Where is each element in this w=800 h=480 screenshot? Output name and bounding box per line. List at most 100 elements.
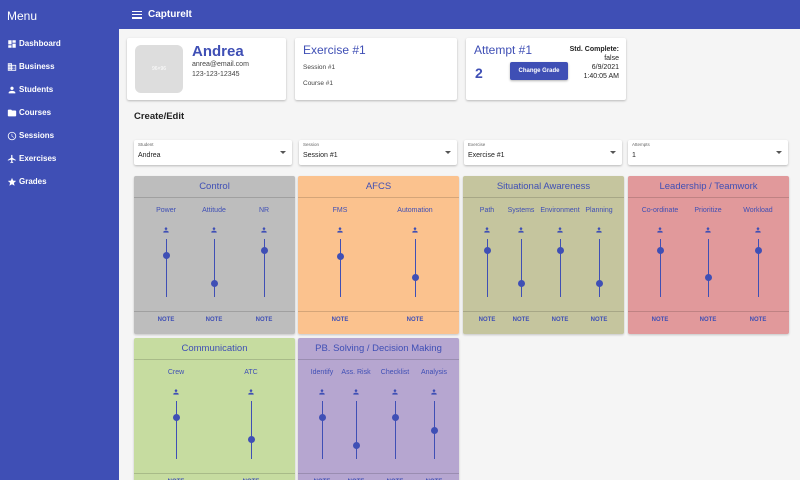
slider-track[interactable] — [250, 401, 252, 459]
select-label: Attempts — [632, 142, 650, 147]
section-title: Create/Edit — [134, 111, 185, 122]
person-icon — [656, 226, 664, 234]
attempts-select[interactable]: Attempts 1 — [628, 140, 788, 165]
note-button[interactable]: NOTE — [512, 317, 530, 323]
skill-label: FMS — [332, 207, 348, 214]
slider-track[interactable] — [757, 239, 759, 297]
select-value: Session #1 — [303, 152, 338, 159]
slider-thumb[interactable] — [353, 441, 360, 449]
note-button[interactable]: NOTE — [331, 317, 349, 323]
select-value: Exercise #1 — [468, 152, 505, 159]
person-icon — [430, 388, 438, 396]
exercise-select[interactable]: Exercise Exercise #1 — [464, 140, 622, 165]
slider-track[interactable] — [321, 401, 323, 459]
slider-thumb[interactable] — [705, 274, 712, 282]
slider-track[interactable] — [486, 239, 488, 297]
skill-label: NR — [258, 207, 270, 214]
sidebar-item-courses[interactable]: Courses — [0, 101, 119, 124]
dropdown-arrow-icon — [280, 151, 286, 154]
slider-track[interactable] — [559, 239, 561, 297]
note-button[interactable]: NOTE — [749, 317, 767, 323]
skill-label: Checklist — [380, 369, 410, 376]
slider-thumb[interactable] — [484, 246, 491, 254]
note-button[interactable]: NOTE — [478, 317, 496, 323]
select-label: Session — [303, 142, 320, 147]
note-button[interactable]: NOTE — [255, 317, 273, 323]
skill-column: Automation NOTE — [397, 176, 432, 334]
slider-track[interactable] — [339, 239, 341, 297]
slider-track[interactable] — [659, 239, 661, 297]
skill-label: Workload — [743, 207, 773, 214]
skill-column: IdentifyNOTE — [311, 338, 334, 480]
slider-track[interactable] — [213, 239, 215, 297]
panel-footer — [298, 473, 459, 480]
slider-track[interactable] — [165, 239, 167, 297]
skill-column: Attitude NOTE — [202, 176, 226, 334]
slider-track[interactable] — [598, 239, 600, 297]
sidebar-item-label: Exercises — [19, 154, 57, 163]
change-grade-button[interactable]: Change Grade — [510, 62, 568, 80]
slider-thumb[interactable] — [163, 252, 170, 260]
note-button[interactable]: NOTE — [590, 317, 608, 323]
app-title: CaptureIt — [148, 9, 192, 20]
note-button[interactable]: NOTE — [406, 317, 424, 323]
slider-thumb[interactable] — [557, 246, 564, 254]
slider-thumb[interactable] — [596, 279, 603, 287]
slider-thumb[interactable] — [412, 274, 419, 282]
slider-thumb[interactable] — [248, 436, 255, 444]
sidebar-item-dashboard[interactable]: Dashboard — [0, 32, 119, 55]
slider-track[interactable] — [520, 239, 522, 297]
person-icon — [411, 226, 419, 234]
slider-thumb[interactable] — [319, 414, 326, 422]
slider-track[interactable] — [355, 401, 357, 459]
sidebar-item-label: Students — [19, 85, 54, 94]
slider-thumb[interactable] — [337, 252, 344, 260]
attempt-title: Attempt #1 — [474, 43, 533, 57]
person-icon — [517, 226, 525, 234]
note-button[interactable]: NOTE — [205, 317, 223, 323]
sidebar-item-sessions[interactable]: Sessions — [0, 124, 119, 147]
sidebar-item-exercises[interactable]: Exercises — [0, 147, 119, 170]
slider-thumb[interactable] — [392, 414, 399, 422]
slider-thumb[interactable] — [173, 414, 180, 422]
sidebar-item-grades[interactable]: Grades — [0, 170, 119, 193]
select-label: Student — [138, 142, 154, 147]
session-select[interactable]: Session Session #1 — [299, 140, 457, 165]
slider-thumb[interactable] — [755, 246, 762, 254]
slider-thumb[interactable] — [657, 246, 664, 254]
note-button[interactable]: NOTE — [699, 317, 717, 323]
slider-track[interactable] — [707, 239, 709, 297]
slider-track[interactable] — [263, 239, 265, 297]
person-icon — [318, 388, 326, 396]
slider-thumb[interactable] — [261, 246, 268, 254]
status-label: Std. Complete: — [569, 46, 619, 53]
slider-thumb[interactable] — [518, 279, 525, 287]
person-icon — [8, 86, 16, 93]
sessions-icon — [7, 131, 17, 140]
skill-label: Crew — [167, 369, 185, 376]
slider-thumb[interactable] — [431, 426, 438, 434]
panel-footer — [134, 311, 295, 334]
skill-column: Environment NOTE — [540, 176, 579, 334]
sidebar-item-students[interactable]: Students — [0, 78, 119, 101]
slider-track[interactable] — [394, 401, 396, 459]
note-button[interactable]: NOTE — [157, 317, 175, 323]
student-select[interactable]: Student Andrea — [134, 140, 292, 165]
skill-column: ChecklistNOTE — [381, 338, 409, 480]
competency-panel: Leadership / Teamwork Co-ordinate NOTE Prio… — [628, 176, 789, 334]
dropdown-arrow-icon — [776, 151, 782, 154]
note-button[interactable]: NOTE — [651, 317, 669, 323]
menu-title: Menu — [7, 9, 38, 23]
skill-label: Prioritize — [694, 207, 722, 214]
slider-track[interactable] — [175, 401, 177, 459]
exercise-course: Course #1 — [303, 80, 333, 87]
sidebar-item-business[interactable]: Business — [0, 55, 119, 78]
panel-footer — [298, 311, 459, 334]
note-button[interactable]: NOTE — [551, 317, 569, 323]
student-phone: 123-123-12345 — [192, 71, 240, 78]
sidebar-item-label: Sessions — [19, 131, 55, 140]
slider-track[interactable] — [414, 239, 416, 297]
slider-thumb[interactable] — [211, 279, 218, 287]
attempt-number: 2 — [475, 65, 483, 81]
hamburger-menu-icon[interactable] — [132, 10, 142, 19]
